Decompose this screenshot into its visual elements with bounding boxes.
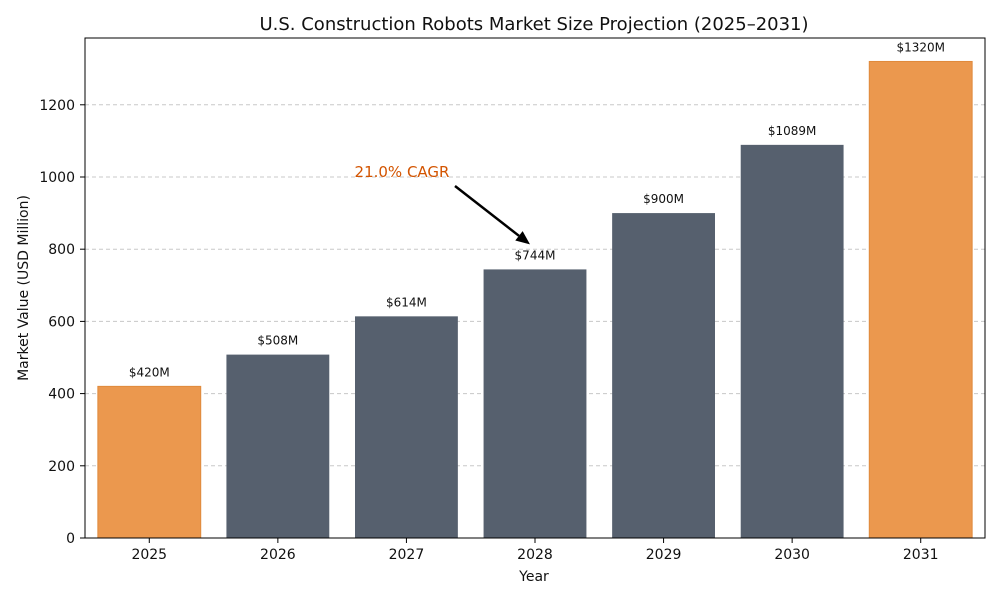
data-labels: $420M $508M $614M $744M $900M $1089M $1320M xyxy=(129,40,945,379)
data-label-2030: $1089M xyxy=(768,124,817,138)
data-label-2028: $744M xyxy=(515,248,556,262)
data-label-2027: $614M xyxy=(386,295,427,309)
chart-title: U.S. Construction Robots Market Size Pro… xyxy=(259,14,808,35)
x-tick-label-2025: 2025 xyxy=(131,547,167,563)
cagr-annotation-text: 21.0% CAGR xyxy=(355,163,450,181)
x-tick-label-2027: 2027 xyxy=(389,547,425,563)
x-tick-label-2029: 2029 xyxy=(646,547,682,563)
y-axis-ticks: 0 200 400 600 800 1000 1200 xyxy=(39,98,85,547)
y-tick-label: 400 xyxy=(48,387,75,403)
annotation-arrow-shaft xyxy=(454,185,520,237)
y-tick-label: 200 xyxy=(48,459,75,475)
y-tick-label: 800 xyxy=(48,242,75,258)
x-tick-label-2028: 2028 xyxy=(517,547,553,563)
bar-2030 xyxy=(740,144,844,539)
data-label-2029: $900M xyxy=(643,192,684,206)
bar-2026 xyxy=(226,354,330,538)
y-tick-label: 600 xyxy=(48,314,75,330)
y-axis-label: Market Value (USD Million) xyxy=(16,195,32,381)
bar-2028 xyxy=(483,269,587,538)
x-tick-label-2030: 2030 xyxy=(774,547,810,563)
x-axis-ticks: 2025 2026 2027 2028 2029 2030 2031 xyxy=(131,538,939,563)
x-tick-label-2026: 2026 xyxy=(260,547,296,563)
data-label-2026: $508M xyxy=(257,334,298,348)
bar-2027 xyxy=(355,316,458,538)
bar-2025 xyxy=(97,385,202,539)
bar-2031 xyxy=(868,60,973,539)
y-tick-label: 1200 xyxy=(39,98,75,114)
bar-2029 xyxy=(612,213,715,538)
data-label-2031: $1320M xyxy=(896,40,945,54)
x-tick-label-2031: 2031 xyxy=(903,547,939,563)
data-label-2025: $420M xyxy=(129,365,170,379)
y-tick-label: 0 xyxy=(66,531,75,547)
bars xyxy=(97,60,973,539)
y-tick-label: 1000 xyxy=(39,170,75,186)
x-axis-label: Year xyxy=(518,569,549,585)
annotation-arrow-head xyxy=(515,231,530,245)
cagr-annotation: 21.0% CAGR xyxy=(355,163,530,245)
